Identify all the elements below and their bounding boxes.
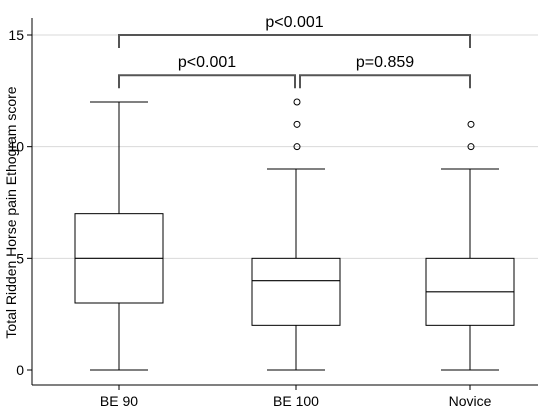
y-tick-label: 10: [8, 139, 24, 155]
y-tick-label: 15: [8, 27, 24, 43]
p-value-label: p<0.001: [265, 14, 323, 31]
y-tick-label: 0: [16, 362, 24, 378]
significance-bracket: [118, 34, 471, 48]
box-1: [251, 98, 341, 371]
box-2: [425, 120, 515, 371]
significance-bracket: [299, 74, 471, 89]
x-tick-label: BE 100: [273, 393, 319, 409]
box-group: [74, 98, 515, 371]
significance-brackets: p<0.001 p=0.859 p<0.001: [118, 14, 471, 89]
axes: 0 5 10 15 BE 90 BE 100 Novice: [8, 18, 538, 409]
box-0: [74, 101, 164, 371]
significance-bracket: [118, 74, 296, 89]
y-axis-label: Total Ridden Horse pain Ethogram score: [3, 86, 19, 338]
outlier-point: [467, 120, 475, 128]
outlier-point: [293, 143, 301, 151]
x-tick-label: BE 90: [100, 393, 138, 409]
outlier-point: [293, 98, 301, 106]
outlier-point: [467, 143, 475, 151]
outlier-point: [293, 120, 301, 128]
x-tick-label: Novice: [449, 393, 492, 409]
p-value-label: p<0.001: [178, 54, 236, 71]
iqr-box: [251, 257, 341, 326]
y-tick-label: 5: [16, 250, 24, 266]
p-value-label: p=0.859: [356, 54, 414, 71]
